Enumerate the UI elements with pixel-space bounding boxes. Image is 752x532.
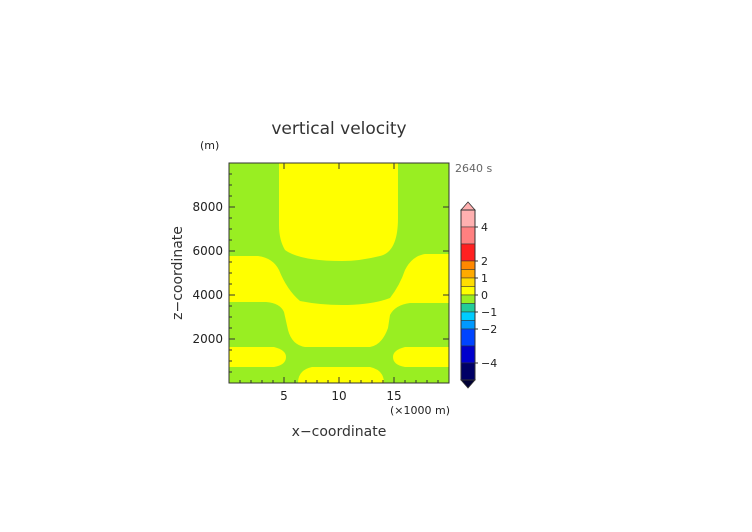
- colorbar-band: [460, 311, 476, 321]
- chart-title: vertical velocity: [271, 119, 406, 139]
- colorbar-band: [460, 286, 476, 296]
- colorbar: 4 2 1 0 −1 −2 −4: [460, 201, 497, 389]
- x-tick-label: 15: [386, 389, 401, 403]
- x-unit-label: (×1000 m): [390, 404, 450, 417]
- y-axis-ticks: 2000 4000 6000 8000: [192, 173, 449, 373]
- colorbar-band: [460, 320, 476, 330]
- colorbar-band: [460, 226, 476, 245]
- colorbar-label: −1: [481, 306, 497, 319]
- colorbar-label: 0: [481, 289, 488, 302]
- y-axis-label: z−coordinate: [170, 226, 186, 320]
- colorbar-band: [460, 209, 476, 228]
- colorbar-band: [460, 345, 476, 364]
- time-label: 2640 s: [455, 162, 492, 175]
- colorbar-band: [460, 362, 476, 381]
- colorbar-top-arrow: [460, 201, 476, 211]
- colorbar-band: [460, 243, 476, 262]
- x-axis-label: x−coordinate: [292, 424, 387, 440]
- y-tick-label: 2000: [192, 332, 223, 346]
- colorbar-label: 2: [481, 255, 488, 268]
- colorbar-band: [460, 328, 476, 347]
- colorbar-band: [460, 269, 476, 279]
- contour-field: [229, 163, 449, 383]
- right-lower-positive-region: [393, 347, 449, 367]
- y-tick-label: 4000: [192, 288, 223, 302]
- x-tick-label: 10: [331, 389, 346, 403]
- colorbar-band: [460, 294, 476, 304]
- colorbar-band: [460, 303, 476, 313]
- upper-positive-region: [279, 163, 398, 261]
- colorbar-label: 1: [481, 272, 488, 285]
- colorbar-band: [460, 277, 476, 287]
- colorbar-band: [460, 260, 476, 270]
- colorbar-label: −2: [481, 323, 497, 336]
- y-unit-label: (m): [200, 139, 219, 152]
- middle-positive-region: [229, 254, 449, 347]
- colorbar-label: 4: [481, 221, 488, 234]
- left-lower-positive-region: [229, 347, 286, 367]
- colorbar-bottom-arrow: [460, 379, 476, 389]
- colorbar-label: −4: [481, 357, 497, 370]
- y-tick-label: 8000: [192, 200, 223, 214]
- x-tick-label: 5: [280, 389, 288, 403]
- bottom-positive-region: [298, 367, 384, 383]
- y-tick-label: 6000: [192, 244, 223, 258]
- x-axis-ticks: 5 10 15: [239, 163, 439, 403]
